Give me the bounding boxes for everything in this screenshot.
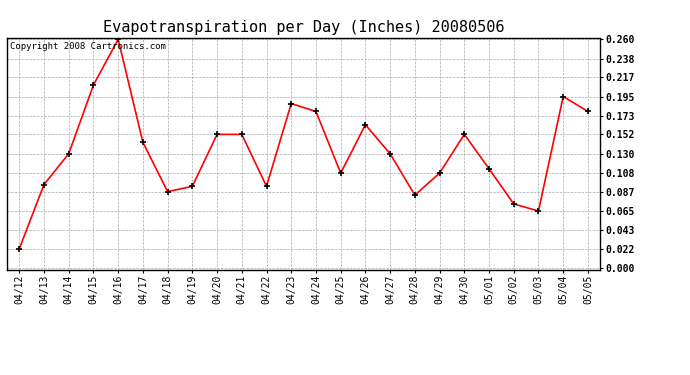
Text: Copyright 2008 Cartronics.com: Copyright 2008 Cartronics.com — [10, 42, 166, 51]
Title: Evapotranspiration per Day (Inches) 20080506: Evapotranspiration per Day (Inches) 2008… — [103, 20, 504, 35]
